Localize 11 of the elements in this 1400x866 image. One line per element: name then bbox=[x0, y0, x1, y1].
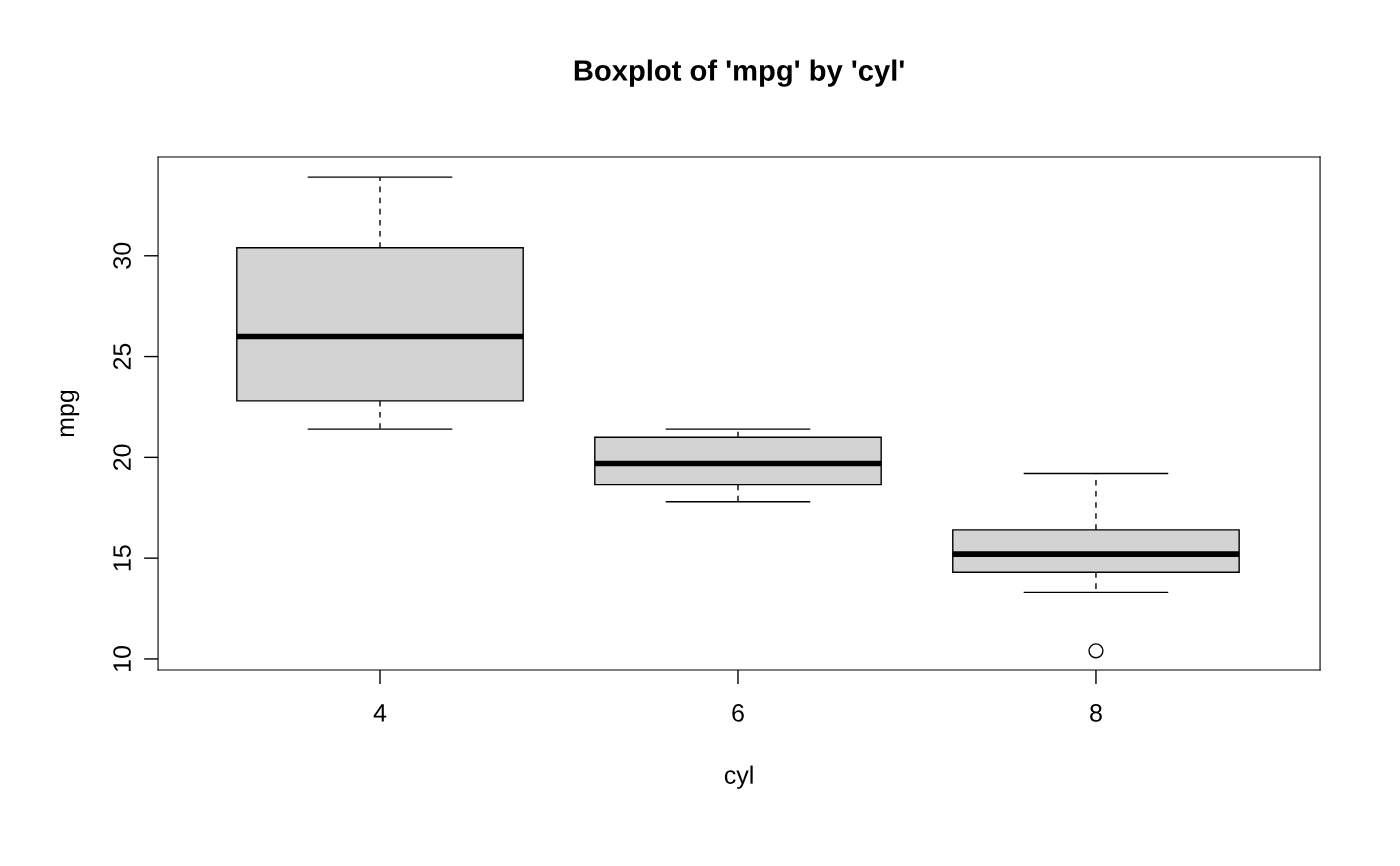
y-tick-label: 30 bbox=[113, 242, 131, 269]
y-tick-label: 15 bbox=[113, 545, 131, 571]
x-tick-label: 8 bbox=[1090, 704, 1102, 722]
y-tick-label: 10 bbox=[113, 646, 131, 671]
x-tick-label: 4 bbox=[373, 704, 387, 722]
y-tick-label: 20 bbox=[113, 444, 131, 470]
y-axis-title: mpg bbox=[60, 390, 80, 437]
chart-title: Boxplot of 'mpg' by 'cyl' bbox=[574, 59, 904, 87]
x-axis-title: cyl bbox=[724, 765, 753, 789]
x-tick-label: 6 bbox=[732, 704, 744, 722]
y-tick-label: 25 bbox=[113, 343, 131, 370]
